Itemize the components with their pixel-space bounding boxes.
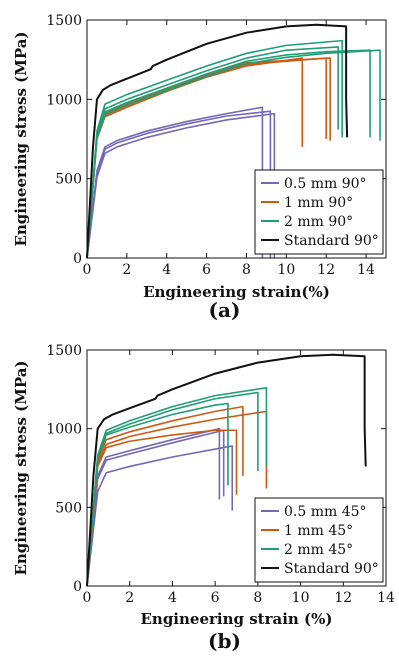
x-tick-label: 10 bbox=[292, 590, 310, 606]
series-line bbox=[86, 429, 225, 587]
legend: 0.5 mm 45° 1 mm 45° 2 mm 45° Standard 90° bbox=[254, 497, 384, 583]
series-line bbox=[86, 429, 238, 587]
y-axis-label: Engineering stress (MPa) bbox=[12, 31, 30, 246]
plot-frame bbox=[86, 19, 387, 259]
legend-label: 0.5 mm 90° bbox=[284, 176, 367, 192]
x-tick-label: 4 bbox=[162, 262, 171, 278]
panel-label: (a) bbox=[209, 298, 241, 322]
y-tick-label: 0 bbox=[73, 251, 82, 267]
series-line bbox=[86, 106, 264, 259]
x-axis-label: Engineering strain (%) bbox=[140, 610, 332, 628]
y-axis-label: Engineering stress (MPa) bbox=[12, 360, 30, 575]
y-tick-label: 1000 bbox=[46, 422, 82, 438]
legend-label: Standard 90° bbox=[284, 561, 379, 577]
legend-label: 2 mm 45° bbox=[284, 542, 353, 558]
x-tick-label: 2 bbox=[122, 262, 131, 278]
chart-panel-a: 0 2 4 6 8 10 12 14 0 500 1000 1500 Engineering strai… bbox=[12, 13, 387, 322]
x-tick-label: 6 bbox=[202, 262, 211, 278]
x-tick-label: 0 bbox=[83, 262, 92, 278]
x-axis-label: Engineering strain(%) bbox=[143, 283, 330, 301]
series-line bbox=[86, 353, 367, 587]
y-tick-label: 500 bbox=[55, 172, 82, 188]
series-line bbox=[86, 112, 276, 259]
y-tick-label: 0 bbox=[73, 579, 82, 595]
x-tick-label: 12 bbox=[334, 590, 352, 606]
y-tick-label: 1500 bbox=[46, 13, 82, 29]
legend: 0.5 mm 90° 1 mm 90° 2 mm 90° Standard 90° bbox=[254, 169, 384, 255]
plot-frame bbox=[86, 349, 387, 587]
series-line bbox=[86, 402, 229, 587]
series-line bbox=[86, 49, 381, 259]
legend-label: 1 mm 45° bbox=[284, 523, 353, 539]
legend-label: 2 mm 90° bbox=[284, 214, 353, 230]
x-tick-label: 4 bbox=[168, 590, 177, 606]
x-tick-label: 6 bbox=[211, 590, 220, 606]
chart-panel-b: 0 2 4 6 8 10 12 14 0 500 1000 1500 Engineering strai… bbox=[12, 343, 395, 653]
legend-label: 1 mm 90° bbox=[284, 195, 353, 211]
x-tick-label: 10 bbox=[277, 262, 295, 278]
series-group bbox=[86, 23, 381, 259]
x-tick-label: 8 bbox=[242, 262, 251, 278]
series-line bbox=[86, 110, 272, 259]
series-line bbox=[86, 445, 234, 587]
series-group bbox=[86, 353, 367, 587]
legend-label: Standard 90° bbox=[284, 233, 379, 249]
x-tick-label: 14 bbox=[357, 262, 375, 278]
x-tick-label: 14 bbox=[377, 590, 395, 606]
series-line bbox=[86, 386, 268, 587]
legend-label: 0.5 mm 45° bbox=[284, 504, 367, 520]
y-tick-label: 1000 bbox=[46, 92, 82, 108]
series-line bbox=[86, 39, 343, 259]
x-tick-label: 2 bbox=[125, 590, 134, 606]
series-line bbox=[86, 23, 349, 259]
x-tick-label: 0 bbox=[83, 590, 92, 606]
y-tick-label: 500 bbox=[55, 500, 82, 516]
y-tick-label: 1500 bbox=[46, 343, 82, 359]
series-line bbox=[86, 427, 221, 587]
x-tick-label: 12 bbox=[317, 262, 335, 278]
x-tick-label: 8 bbox=[253, 590, 262, 606]
panel-label: (b) bbox=[208, 629, 241, 653]
